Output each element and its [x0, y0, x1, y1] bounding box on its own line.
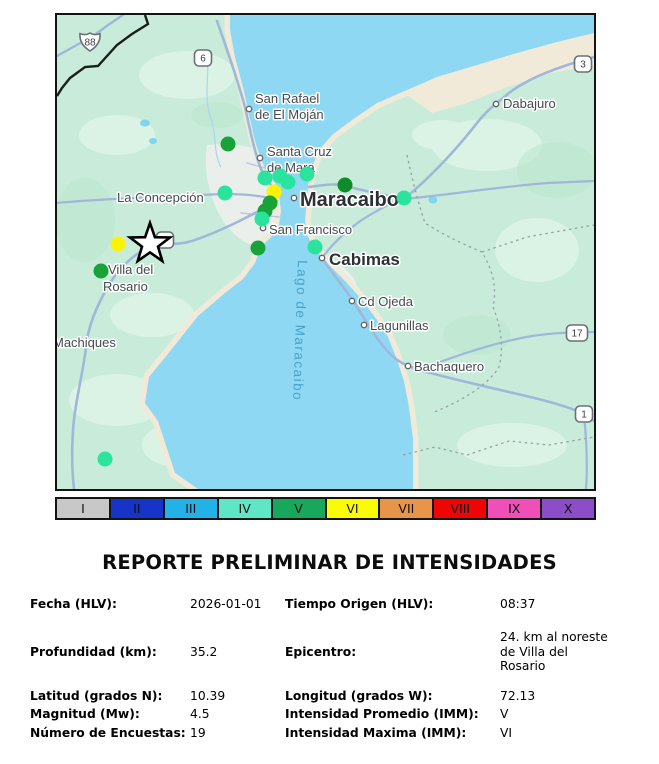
intensity-marker-green [250, 240, 266, 256]
table-row: Fecha (HLV): 2026-01-01 Tiempo Origen (H… [30, 597, 650, 611]
route-shield-3: 3 [573, 55, 593, 73]
int-max-label: Intensidad Maxima (IMM): [285, 725, 467, 740]
intensity-marker-spring [254, 211, 270, 227]
route-shield-number: 1 [581, 410, 587, 421]
encuestas-value: 19 [190, 725, 206, 740]
legend-cell-VI: VI [324, 499, 379, 518]
place-label: de El Moján [255, 107, 324, 122]
place-label: Maracaibo [300, 189, 399, 211]
magnitud-value: 4.5 [190, 707, 210, 721]
latitud-label: Latitud (grados N): [30, 688, 163, 703]
intensity-markers [93, 136, 412, 467]
water-lake-maracaibo [145, 15, 594, 489]
tiempo-label: Tiempo Origen (HLV): [285, 597, 434, 611]
report-table: Fecha (HLV): 2026-01-01 Tiempo Origen (H… [30, 597, 650, 742]
place-label: Bachaquero [414, 359, 484, 374]
intensity-marker-spring [97, 451, 113, 467]
town-dot [245, 105, 253, 113]
map-frame: 88 6 3 17 1 San Rafael de El Moján Santa Cruz d… [55, 13, 596, 491]
place-label: Santa Cruz [267, 144, 332, 159]
route-shield-number: 88 [84, 38, 96, 49]
latitud-value: 10.39 [190, 688, 226, 703]
town-dots [245, 100, 500, 370]
place-label: San Francisco [269, 222, 352, 237]
town-dot [404, 362, 412, 370]
epicentro-label: Epicentro: [285, 644, 357, 659]
coast-sand-band [407, 33, 594, 113]
intensity-marker-spring [257, 170, 273, 186]
route-shield-number: 3 [580, 60, 586, 71]
fecha-value: 2026-01-01 [190, 597, 262, 611]
legend-cell-VII: VII [378, 499, 433, 518]
place-label: Machiques [57, 335, 116, 350]
fecha-label: Fecha (HLV): [30, 597, 117, 611]
route-shield-number: 17 [571, 329, 583, 340]
admin-borders [402, 154, 594, 456]
town-dot [256, 154, 264, 162]
place-label: Cabimas [329, 250, 400, 269]
table-row: Profundidad (km): 35.2 Epicentro: 24. km… [30, 630, 650, 674]
ponds [140, 119, 438, 204]
intensity-marker-green2 [337, 177, 353, 193]
route-shield-17: 17 [565, 324, 589, 342]
legend-cell-IV: IV [216, 499, 271, 518]
epicentro-value: 24. km al noreste de Villa del Rosario [500, 630, 608, 673]
legend-cell-VIII: VIII [432, 499, 487, 518]
place-label: Cd Ojeda [358, 294, 414, 309]
profundidad-value: 35.2 [190, 644, 218, 659]
table-row: Magnitud (Mw): 4.5 Intensidad Promedio (… [30, 705, 650, 724]
place-label: Lagunillas [370, 318, 429, 333]
tiempo-value: 08:37 [500, 597, 536, 611]
longitud-label: Longitud (grados W): [285, 688, 433, 703]
magnitud-label: Magnitud (Mw): [30, 707, 140, 721]
intensity-marker-spring [307, 239, 323, 255]
town-dot [290, 194, 298, 202]
town-dot [360, 321, 368, 329]
intensity-marker-spring [217, 185, 233, 201]
place-label: Dabajuro [503, 96, 556, 111]
int-prom-label: Intensidad Promedio (IMM): [285, 707, 479, 721]
town-dot [348, 297, 356, 305]
encuestas-label: Número de Encuestas: [30, 725, 186, 740]
lake-label: Lago de Maracaibo [290, 260, 310, 402]
place-label: San Rafael [255, 91, 319, 106]
intensity-marker-spring [299, 166, 315, 182]
town-dot [318, 254, 326, 262]
place-label: La Concepción [117, 190, 204, 205]
int-prom-value: V [500, 707, 509, 721]
route-shield-6: 6 [193, 49, 213, 67]
route-shield-number: 6 [200, 54, 206, 65]
intensity-marker-yellow [110, 236, 126, 252]
legend-cell-II: II [108, 499, 163, 518]
page-title: REPORTE PRELIMINAR DE INTENSIDADES [102, 551, 557, 574]
longitud-value: 72.13 [500, 688, 536, 703]
epicenter-star [126, 219, 174, 265]
legend-cell-X: X [540, 499, 595, 518]
route-shields: 88 6 3 17 1 [79, 32, 594, 423]
legend-cell-IX: IX [486, 499, 541, 518]
legend-cell-III: III [162, 499, 217, 518]
intensity-marker-spring [396, 190, 412, 206]
table-row: Número de Encuestas: 19 Intensidad Maxim… [30, 724, 650, 743]
int-max-value: VI [500, 725, 513, 740]
intensity-legend: I II III IV V VI VII VIII IX X [55, 497, 596, 520]
town-dot [492, 100, 500, 108]
border-line [57, 15, 150, 97]
place-label: Rosario [103, 279, 148, 294]
table-row: Latitud (grados N): 10.39 Longitud (grad… [30, 687, 650, 706]
legend-cell-I: I [57, 499, 109, 518]
legend-cell-V: V [270, 499, 325, 518]
profundidad-label: Profundidad (km): [30, 644, 157, 659]
route-shield-1: 1 [574, 405, 594, 423]
intensity-marker-green [93, 263, 109, 279]
place-label: Villa del [108, 262, 153, 277]
route-shield-88: 88 [79, 32, 101, 52]
intensity-marker-spring [280, 174, 296, 190]
stream [206, 52, 222, 168]
intensity-marker-green [220, 136, 236, 152]
epicenter-star-shape [126, 219, 174, 265]
